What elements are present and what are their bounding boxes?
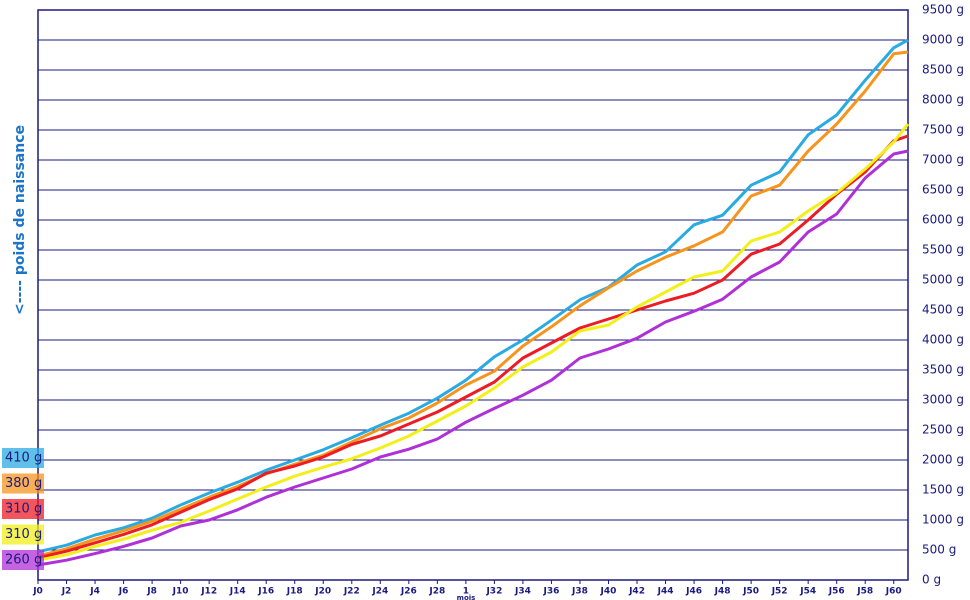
y-tick-label: 7500 g (922, 123, 964, 137)
series-line (37, 149, 909, 567)
x-tick-label: J4 (89, 587, 100, 597)
legend-label: 260 g (5, 553, 42, 568)
x-tick-label: J52 (771, 587, 788, 597)
x-tick-label: J16 (257, 587, 274, 597)
y-tick-label: 3000 g (922, 393, 964, 407)
y-axis-label: <---- poids de naissance (12, 125, 28, 315)
x-tick-label: J38 (571, 587, 588, 597)
y-tick-label: 1500 g (922, 483, 964, 497)
x-tick-label: J46 (685, 587, 702, 597)
x-tick-label: J40 (600, 587, 617, 597)
x-tick-label: J56 (828, 587, 845, 597)
y-tick-label: 0 g (922, 573, 941, 587)
x-tick-label: J44 (657, 587, 674, 597)
x-tick-label: J14 (229, 587, 246, 597)
x-tick-label: J36 (543, 587, 560, 597)
legend-swatch (2, 448, 44, 468)
x-tick-label: J58 (856, 587, 873, 597)
y-tick-label: 500 g (922, 543, 956, 557)
x-tick-label: J22 (343, 587, 360, 597)
x-tick-label: J8 (146, 587, 157, 597)
y-tick-label: 2500 g (922, 423, 964, 437)
x-tick-label: J50 (742, 587, 759, 597)
x-tick-label: J28 (428, 587, 445, 597)
y-tick-label: 5000 g (922, 273, 964, 287)
x-tick-label: J6 (118, 587, 129, 597)
x-tick-label: J2 (61, 587, 72, 597)
series-line (37, 50, 909, 558)
legend-swatch (2, 550, 44, 570)
x-tick-label: 1 (463, 587, 469, 597)
x-tick-label: J26 (400, 587, 417, 597)
y-tick-label: 4000 g (922, 333, 964, 347)
y-tick-label: 6500 g (922, 183, 964, 197)
y-tick-label: 9000 g (922, 33, 964, 47)
y-tick-label: 6000 g (922, 213, 964, 227)
y-tick-label: 4500 g (922, 303, 964, 317)
x-axis-label: mois (457, 594, 476, 600)
x-tick-label: J0 (32, 587, 43, 597)
plot-area (37, 9, 909, 581)
x-tick-label: J32 (485, 587, 502, 597)
y-tick-label: 9500 g (922, 3, 964, 17)
x-tick-label: J54 (799, 587, 816, 597)
y-tick-label: 1000 g (922, 513, 964, 527)
legend-label: 410 g (5, 451, 42, 466)
series-line (37, 134, 909, 560)
y-tick-label: 7000 g (922, 153, 964, 167)
series-line (37, 123, 910, 562)
legend-swatch (2, 499, 44, 519)
y-tick-label: 8000 g (922, 93, 964, 107)
legend-swatch (2, 524, 44, 545)
legend-label: 310 g (5, 502, 42, 517)
y-tick-label: 3500 g (922, 363, 964, 377)
series-line (37, 38, 909, 554)
x-tick-label: J34 (514, 587, 531, 597)
y-tick-label: 2000 g (922, 453, 964, 467)
x-tick-label: J12 (200, 587, 217, 597)
x-tick-label: J20 (314, 587, 331, 597)
y-tick-label: 5500 g (922, 243, 964, 257)
x-tick-label: J10 (172, 587, 189, 597)
legend-swatch (2, 473, 44, 494)
x-tick-label: J18 (286, 587, 303, 597)
y-tick-label: 8500 g (922, 63, 964, 77)
legend-label: 380 g (5, 476, 42, 491)
legend-label: 310 g (5, 527, 42, 542)
x-tick-label: J42 (628, 587, 645, 597)
x-tick-label: J60 (885, 587, 902, 597)
x-tick-label: J48 (714, 587, 731, 597)
x-tick-label: J24 (371, 587, 388, 597)
